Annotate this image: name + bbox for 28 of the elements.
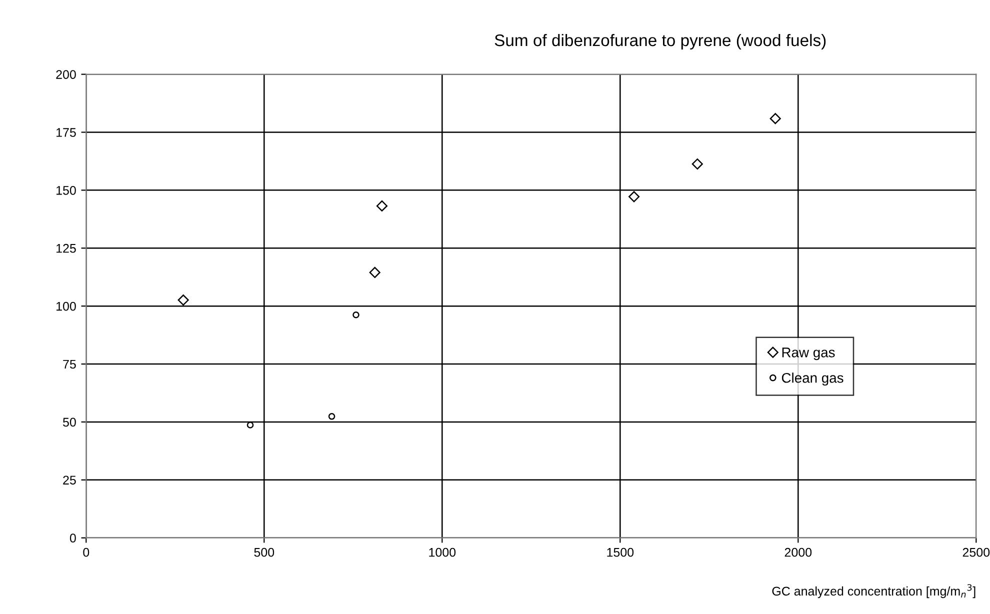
x-tick-label: 0 xyxy=(83,548,90,557)
point xyxy=(352,311,360,318)
chart-title: Sum of dibenzofurane to pyrene (wood fuels) xyxy=(494,34,826,50)
x-axis-title: GC analyzed concentration [mg/m$_{n}$$^{3}$] xyxy=(772,584,976,598)
x-tick-label: 1500 xyxy=(607,548,634,557)
point xyxy=(246,422,254,428)
x-tick-label: 2000 xyxy=(784,548,812,557)
x-tick-label: 500 xyxy=(254,548,274,557)
point xyxy=(178,294,189,306)
x-tick-label: 1000 xyxy=(429,548,456,557)
point xyxy=(328,413,336,420)
point xyxy=(628,191,640,202)
legend-label: Raw gas xyxy=(782,348,835,360)
y-tick-label: 75 xyxy=(63,360,76,369)
y-tick-label: 150 xyxy=(56,186,76,195)
y-tick-label: 200 xyxy=(56,70,76,79)
y-tick-label: 125 xyxy=(56,244,76,253)
y-tick-label: 175 xyxy=(56,128,76,137)
y-tick-label: 100 xyxy=(56,302,76,311)
point xyxy=(770,113,781,124)
y-tick-label: 0 xyxy=(70,534,76,543)
y-tick-label: 50 xyxy=(63,418,76,427)
point xyxy=(376,200,388,212)
legend-label: Clean gas xyxy=(782,372,844,386)
x-tick-label: 2500 xyxy=(962,548,990,557)
point xyxy=(369,266,380,278)
y-tick-label: 25 xyxy=(63,476,76,485)
point xyxy=(692,158,703,170)
